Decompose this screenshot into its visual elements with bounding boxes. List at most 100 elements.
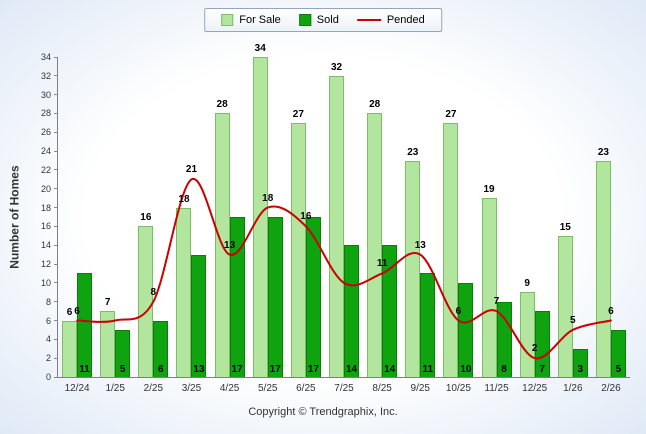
legend-item-sold: Sold: [298, 14, 339, 26]
sold-bar: [115, 329, 131, 377]
sold-bar: [77, 273, 93, 377]
sold-value-label: 6: [158, 364, 164, 375]
for-sale-bar: [252, 57, 268, 377]
pended-value-label: 6: [608, 305, 614, 317]
x-tick-label: 2/26: [601, 383, 621, 394]
pended-value-label: 6: [455, 305, 462, 317]
sold-bar: [267, 217, 283, 377]
y-tick-mark: [54, 376, 58, 378]
y-tick-label: 12: [40, 259, 51, 270]
y-tick-mark: [54, 94, 58, 96]
y-tick-label: 26: [40, 127, 51, 138]
for-sale-value-label: 16: [140, 212, 152, 224]
sold-bar: [229, 217, 245, 377]
y-tick-label: 20: [40, 183, 51, 194]
sold-value-label: 8: [501, 364, 507, 375]
x-tick-label: 7/25: [334, 383, 354, 394]
y-tick-mark: [54, 263, 58, 265]
y-tick-label: 2: [45, 353, 51, 364]
sold-bar: [610, 329, 626, 377]
y-tick-label: 24: [40, 146, 51, 157]
x-tick-label: 2/25: [143, 383, 164, 394]
pended-value-label: 2: [531, 343, 538, 355]
sold-value-label: 17: [231, 364, 243, 375]
y-tick-label: 6: [45, 315, 51, 326]
sold-value-label: 11: [422, 364, 434, 375]
pended-value-label: 21: [185, 164, 198, 176]
y-tick-mark: [54, 320, 58, 322]
x-tick-label: 1/26: [563, 383, 583, 394]
for-sale-value-label: 18: [178, 193, 190, 205]
y-tick-mark: [54, 131, 58, 133]
for-sale-value-label: 23: [407, 146, 419, 158]
sold-bar: [191, 254, 207, 377]
pended-value-label: 6: [74, 305, 80, 317]
y-tick-mark: [54, 244, 58, 246]
y-tick-mark: [54, 301, 58, 303]
y-tick-label: 22: [40, 164, 51, 175]
for-sale-value-label: 9: [524, 278, 530, 290]
sold-bar: [572, 348, 588, 377]
for-sale-bar: [481, 198, 497, 377]
for-sale-value-label: 15: [559, 221, 571, 233]
for-sale-bar: [557, 235, 573, 377]
sold-value-label: 5: [119, 364, 126, 375]
legend-label-for-sale: For Sale: [239, 14, 281, 26]
x-tick-label: 10/25: [445, 383, 471, 394]
sold-bar: [305, 217, 321, 377]
legend-label-pended: Pended: [386, 14, 425, 26]
for-sale-value-label: 28: [216, 99, 228, 111]
y-tick-label: 0: [45, 372, 51, 382]
y-tick-mark: [54, 169, 58, 171]
sold-bar: [153, 320, 169, 377]
for-sale-value-label: 23: [597, 146, 609, 158]
pended-value-label: 11: [376, 258, 388, 270]
x-tick-label: 3/25: [181, 383, 202, 394]
y-tick-mark: [54, 225, 58, 227]
y-tick-label: 30: [40, 89, 51, 100]
for-sale-bar: [405, 160, 421, 377]
y-tick-mark: [54, 75, 58, 77]
pended-line-swatch-icon: [356, 19, 381, 21]
pended-value-label: 8: [150, 286, 157, 298]
for-sale-bar: [329, 75, 344, 377]
for-sale-value-label: 27: [445, 108, 457, 120]
sold-value-label: 14: [345, 364, 358, 375]
y-tick-mark: [54, 150, 58, 152]
x-tick-label: 1/25: [105, 383, 125, 394]
y-tick-label: 8: [45, 296, 51, 307]
pended-value-label: 16: [300, 211, 312, 223]
sold-bar: [344, 245, 359, 377]
y-tick-mark: [54, 357, 58, 359]
sold-value-label: 5: [615, 364, 622, 375]
y-tick-mark: [54, 338, 58, 340]
y-tick-mark: [54, 282, 58, 284]
for-sale-value-label: 7: [104, 297, 111, 309]
y-tick-mark: [54, 188, 58, 190]
legend-label-sold: Sold: [316, 14, 339, 26]
x-tick-label: 5/25: [257, 383, 278, 394]
pended-value-label: 18: [262, 192, 274, 204]
for-sale-value-label: 19: [483, 184, 495, 196]
sold-value-label: 3: [577, 364, 584, 375]
sold-value-label: 14: [384, 364, 396, 375]
x-tick-label: 11/25: [484, 383, 509, 394]
sold-value-label: 7: [539, 364, 545, 375]
sold-bar: [458, 282, 474, 377]
for-sale-value-label: 32: [330, 61, 343, 73]
copyright-text: Copyright © Trendgraphix, Inc.: [248, 406, 398, 418]
for-sale-swatch-icon: [221, 14, 234, 26]
sold-value-label: 13: [193, 364, 205, 375]
legend-item-pended: Pended: [356, 14, 425, 26]
y-tick-label: 34: [40, 52, 51, 62]
for-sale-bar: [176, 207, 192, 377]
for-sale-value-label: 28: [369, 99, 381, 111]
pended-line: [76, 178, 612, 360]
y-tick-label: 28: [40, 108, 51, 119]
y-tick-label: 10: [40, 277, 51, 288]
sold-bar: [420, 273, 436, 377]
sold-value-label: 10: [460, 364, 472, 375]
legend-item-for-sale: For Sale: [221, 14, 281, 26]
x-tick-label: 4/25: [219, 383, 240, 394]
